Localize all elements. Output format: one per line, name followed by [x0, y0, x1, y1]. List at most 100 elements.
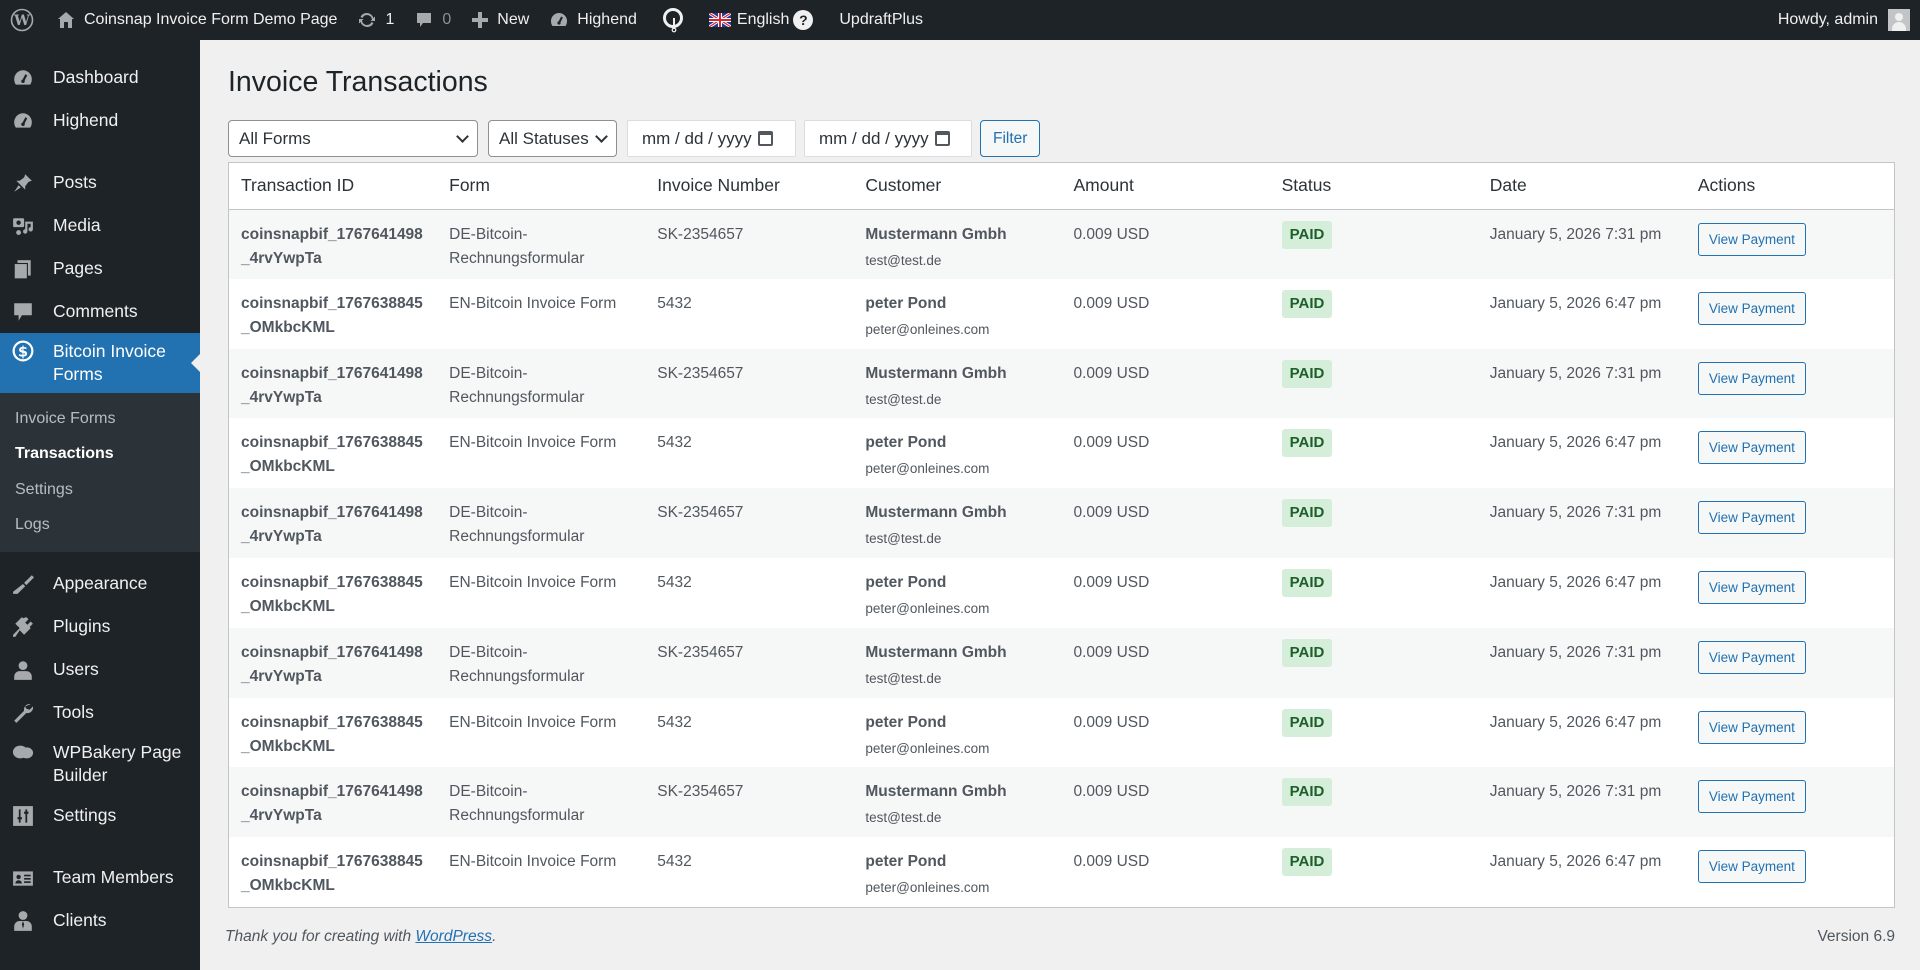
- view-payment-button[interactable]: View Payment: [1697, 291, 1806, 325]
- customer-email: test@test.de: [865, 252, 942, 268]
- sidebar-item-label: Bitcoin Invoice Forms: [53, 341, 166, 384]
- help-icon[interactable]: ?: [793, 10, 814, 30]
- view-payment-button[interactable]: View Payment: [1697, 361, 1806, 395]
- sidebar-item-wpbakery[interactable]: WPBakery Page Builder: [0, 734, 200, 794]
- sidebar-item-label: Clients: [53, 910, 107, 930]
- customer-email: test@test.de: [865, 810, 942, 826]
- paintbrush-icon: [12, 573, 34, 595]
- cloud-icon: [12, 741, 34, 763]
- footer-version: Version 6.9: [1817, 928, 1895, 945]
- site-name-link[interactable]: Coinsnap Invoice Form Demo Page: [46, 0, 347, 40]
- sidebar-item-label: Media: [53, 215, 101, 235]
- view-payment-button[interactable]: View Payment: [1697, 570, 1806, 604]
- invoice-number: 5432: [657, 573, 692, 591]
- form-select[interactable]: All Forms: [228, 120, 478, 157]
- updraftplus-label: UpdraftPlus: [839, 11, 923, 28]
- sidebar-item-appearance[interactable]: Appearance: [0, 562, 200, 605]
- updraftplus-link[interactable]: UpdraftPlus: [823, 0, 933, 40]
- customer-name: Mustermann Gmbh: [865, 504, 1007, 522]
- refresh-icon: [357, 10, 377, 30]
- customer-name: peter Pond: [865, 573, 947, 591]
- sidebar-item-comments[interactable]: Comments: [0, 290, 200, 333]
- status-badge: PAID: [1281, 848, 1333, 877]
- filter-button[interactable]: Filter: [980, 120, 1041, 157]
- transaction-date: January 5, 2026 6:47 pm: [1489, 573, 1662, 591]
- comments-link[interactable]: 0: [404, 0, 461, 40]
- dashboard-icon: [12, 67, 34, 89]
- plugin-q-link[interactable]: [647, 0, 699, 40]
- sidebar-item-posts[interactable]: Posts: [0, 161, 200, 204]
- invoice-number: SK-2354657: [657, 364, 744, 382]
- sidebar-item-tools[interactable]: Tools: [0, 691, 200, 734]
- sidebar-item-plugins[interactable]: Plugins: [0, 605, 200, 648]
- sidebar-item-pages[interactable]: Pages: [0, 247, 200, 290]
- table-row: coinsnapbif_1767638845 _OMkbcKML EN-Bitcoi…: [229, 418, 1894, 488]
- transaction-id: coinsnapbif_1767641498 _4rvYwpTa: [241, 783, 423, 825]
- column-header-date: Date: [1477, 163, 1686, 210]
- customer-name: Mustermann Gmbh: [865, 225, 1007, 243]
- submenu-item-invoice-forms[interactable]: Invoice Forms: [15, 409, 116, 427]
- sidebar-item-label: Comments: [53, 301, 138, 321]
- column-header-transaction-id: Transaction ID: [229, 163, 438, 210]
- wordpress-link[interactable]: WordPress: [415, 928, 493, 945]
- view-payment-button[interactable]: View Payment: [1697, 780, 1806, 814]
- wordpress-logo-button[interactable]: W: [0, 0, 46, 40]
- comments-count: 0: [442, 11, 452, 28]
- admin-bar: W Coinsnap Invoice Form Demo Page 1 0 Ne…: [0, 0, 1920, 40]
- status-select[interactable]: All Statuses: [488, 120, 617, 157]
- view-payment-button[interactable]: View Payment: [1697, 640, 1806, 674]
- new-label: New: [497, 11, 530, 28]
- sidebar-item-label: Users: [53, 659, 99, 679]
- gauge-icon: [12, 110, 34, 132]
- customer-email: peter@onleines.com: [865, 600, 990, 616]
- calendar-icon[interactable]: [757, 131, 773, 146]
- customer-name: peter Pond: [865, 853, 947, 871]
- status-badge: PAID: [1281, 778, 1333, 807]
- date-from-input[interactable]: mm / dd / yyyy: [627, 120, 796, 157]
- customer-name: Mustermann Gmbh: [865, 783, 1007, 801]
- updates-count: 1: [385, 11, 395, 28]
- transaction-id: coinsnapbif_1767638845 _OMkbcKML: [241, 573, 423, 615]
- customer-email: peter@onleines.com: [865, 880, 990, 896]
- new-content-link[interactable]: New: [461, 0, 539, 40]
- status-badge: PAID: [1281, 289, 1333, 318]
- column-header-invoice-number: Invoice Number: [645, 163, 854, 210]
- view-payment-button[interactable]: View Payment: [1697, 501, 1806, 535]
- amount: 0.009 USD: [1073, 294, 1150, 312]
- comment-icon: [414, 10, 434, 30]
- status-badge: PAID: [1281, 568, 1333, 597]
- submenu-bitcoin-invoice-forms: Invoice Forms Transactions Settings Logs: [0, 393, 200, 552]
- language-switcher[interactable]: English ?: [699, 0, 823, 40]
- sidebar-item-clients[interactable]: Clients: [0, 899, 200, 942]
- page-title: Invoice Transactions: [228, 66, 488, 98]
- column-header-amount: Amount: [1061, 163, 1270, 210]
- my-account-menu[interactable]: Howdy, admin: [1778, 0, 1910, 40]
- highend-link[interactable]: Highend: [539, 0, 647, 40]
- sidebar-item-dashboard[interactable]: Dashboard: [0, 56, 200, 99]
- sidebar-item-media[interactable]: Media: [0, 204, 200, 247]
- updates-link[interactable]: 1: [347, 0, 404, 40]
- status-badge: PAID: [1281, 220, 1333, 249]
- transaction-id: coinsnapbif_1767638845 _OMkbcKML: [241, 713, 423, 755]
- plug-icon: [12, 616, 34, 638]
- calendar-icon[interactable]: [934, 131, 950, 146]
- sidebar-item-team-members[interactable]: Team Members: [0, 856, 200, 899]
- date-to-input[interactable]: mm / dd / yyyy: [804, 120, 972, 157]
- sidebar-item-label: Posts: [53, 172, 97, 192]
- submenu-item-settings[interactable]: Settings: [15, 480, 73, 498]
- amount: 0.009 USD: [1073, 504, 1150, 522]
- table-row: coinsnapbif_1767638845 _OMkbcKML EN-Bitcoi…: [229, 698, 1894, 768]
- view-payment-button[interactable]: View Payment: [1697, 431, 1806, 465]
- submenu-item-logs[interactable]: Logs: [15, 516, 50, 534]
- table-row: coinsnapbif_1767641498 _4rvYwpTa DE-Bitcoi…: [229, 767, 1894, 838]
- sidebar-item-bitcoin-invoice-forms[interactable]: $ Bitcoin Invoice Forms: [0, 333, 200, 393]
- sidebar-item-highend[interactable]: Highend: [0, 99, 200, 142]
- view-payment-button[interactable]: View Payment: [1697, 710, 1806, 744]
- transaction-date: January 5, 2026 6:47 pm: [1489, 713, 1662, 731]
- transaction-id: coinsnapbif_1767641498 _4rvYwpTa: [241, 504, 423, 546]
- sidebar-item-users[interactable]: Users: [0, 648, 200, 691]
- view-payment-button[interactable]: View Payment: [1697, 222, 1806, 256]
- view-payment-button[interactable]: View Payment: [1697, 850, 1806, 884]
- submenu-item-transactions[interactable]: Transactions: [15, 445, 114, 463]
- sidebar-item-settings[interactable]: Settings: [0, 794, 200, 837]
